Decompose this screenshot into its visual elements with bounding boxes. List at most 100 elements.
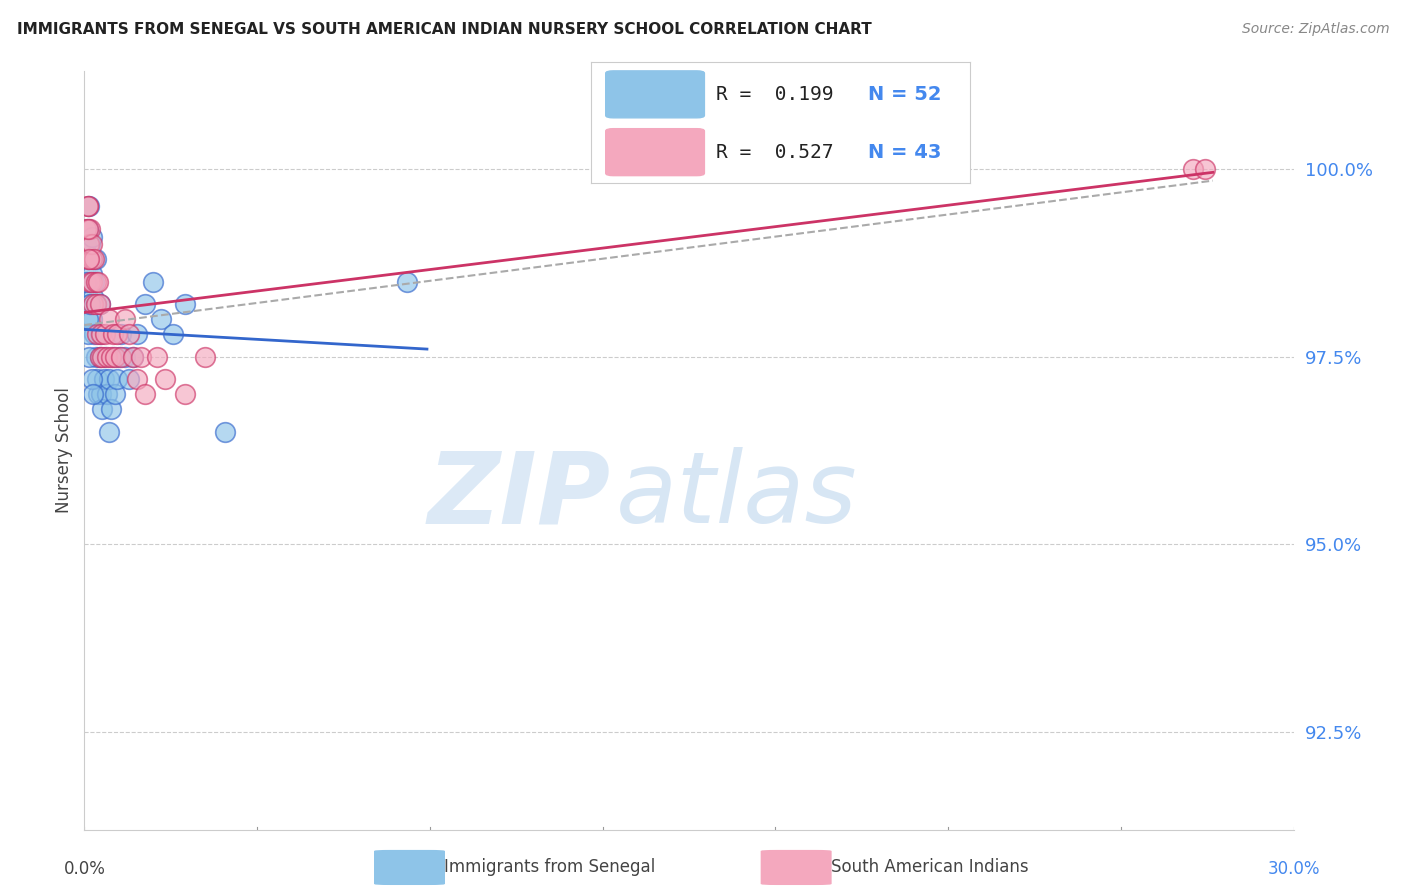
Point	[121, 350, 143, 364]
Point	[82, 275, 104, 289]
Point	[97, 425, 120, 439]
Point	[83, 275, 105, 289]
Point	[174, 297, 197, 311]
Point	[104, 387, 127, 401]
Point	[90, 387, 112, 401]
Point	[86, 297, 108, 311]
Point	[91, 350, 114, 364]
Text: N = 52: N = 52	[868, 85, 941, 103]
Point	[118, 372, 141, 386]
Point	[110, 327, 132, 342]
Point	[91, 402, 114, 417]
Point	[82, 267, 104, 281]
Point	[86, 372, 108, 386]
Point	[1194, 161, 1216, 176]
Point	[174, 387, 197, 401]
Point	[96, 387, 118, 401]
Point	[76, 252, 98, 266]
FancyBboxPatch shape	[762, 851, 831, 884]
Point	[153, 372, 176, 386]
Point	[194, 350, 217, 364]
Point	[162, 327, 184, 342]
Point	[97, 312, 120, 326]
Y-axis label: Nursery School: Nursery School	[55, 387, 73, 514]
Point	[134, 387, 156, 401]
Point	[89, 350, 111, 364]
Point	[89, 327, 111, 342]
Point	[96, 350, 118, 364]
Point	[77, 350, 100, 364]
FancyBboxPatch shape	[374, 851, 444, 884]
Text: South American Indians: South American Indians	[831, 858, 1029, 877]
Point	[82, 237, 104, 252]
Point	[80, 372, 103, 386]
Point	[859, 161, 882, 176]
Point	[101, 350, 124, 364]
Point	[105, 327, 128, 342]
Text: N = 43: N = 43	[868, 143, 941, 161]
Point	[1181, 161, 1204, 176]
Point	[146, 350, 169, 364]
Point	[104, 350, 127, 364]
Point	[129, 350, 152, 364]
Point	[107, 350, 129, 364]
Point	[93, 372, 115, 386]
Point	[125, 327, 148, 342]
Point	[79, 275, 101, 289]
Point	[114, 350, 136, 364]
Point	[79, 222, 101, 236]
FancyBboxPatch shape	[606, 128, 704, 176]
FancyBboxPatch shape	[606, 70, 704, 118]
Point	[76, 275, 98, 289]
Point	[80, 312, 103, 326]
Point	[93, 327, 115, 342]
Point	[149, 312, 172, 326]
Point	[90, 327, 112, 342]
Point	[89, 350, 111, 364]
Point	[98, 372, 121, 386]
Point	[77, 199, 100, 213]
Text: Immigrants from Senegal: Immigrants from Senegal	[444, 858, 655, 877]
Point	[114, 312, 136, 326]
Point	[77, 252, 100, 266]
Text: atlas: atlas	[616, 448, 858, 544]
Point	[100, 402, 122, 417]
Point	[79, 237, 101, 252]
Point	[118, 327, 141, 342]
Point	[86, 297, 108, 311]
Point	[84, 275, 107, 289]
Point	[83, 252, 105, 266]
Point	[77, 252, 100, 266]
Text: R =  0.527: R = 0.527	[716, 143, 834, 161]
Point	[101, 327, 124, 342]
Point	[77, 222, 100, 236]
Point	[87, 387, 110, 401]
Point	[82, 297, 104, 311]
Point	[80, 252, 103, 266]
Point	[93, 350, 115, 364]
Point	[77, 199, 100, 213]
Point	[110, 350, 132, 364]
Text: 30.0%: 30.0%	[1267, 860, 1320, 878]
Point	[75, 237, 97, 252]
Point	[82, 387, 104, 401]
Point	[79, 297, 101, 311]
Point	[105, 372, 128, 386]
Point	[76, 199, 98, 213]
Point	[77, 237, 100, 252]
Point	[82, 289, 104, 303]
Point	[79, 297, 101, 311]
Point	[100, 350, 122, 364]
Point	[76, 327, 98, 342]
Text: Source: ZipAtlas.com: Source: ZipAtlas.com	[1241, 22, 1389, 37]
Point	[83, 327, 105, 342]
Point	[77, 222, 100, 236]
Point	[134, 297, 156, 311]
Point	[125, 372, 148, 386]
Point	[121, 350, 143, 364]
Point	[86, 327, 108, 342]
Point	[214, 425, 236, 439]
Point	[87, 275, 110, 289]
Point	[395, 275, 418, 289]
Point	[82, 229, 104, 244]
